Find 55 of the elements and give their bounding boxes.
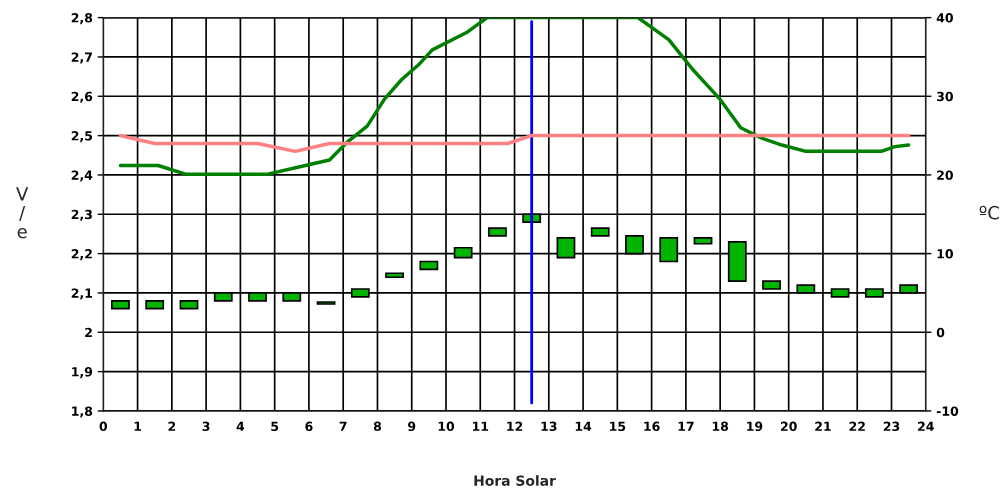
y-tick-label: 2,3 (71, 209, 92, 221)
x-tick-label: 7 (339, 421, 347, 431)
y2-tick-label: 20 (937, 170, 953, 180)
y2-tick-label: -10 (936, 406, 959, 416)
y2-axis-title: ºC (979, 205, 999, 220)
x-tick-label: 5 (271, 421, 279, 432)
x-tick-label: 9 (408, 421, 416, 432)
x-tick-label: 22 (849, 421, 865, 431)
bar (488, 227, 507, 237)
y-tick-label: 2,7 (71, 52, 92, 64)
x-tick-label: 21 (815, 421, 831, 431)
x-tick-label: 16 (644, 421, 660, 432)
x-tick-label: 11 (472, 421, 489, 431)
line-series (118, 17, 911, 176)
y2-tick-label: 40 (936, 13, 953, 23)
y-tick-label: 2,8 (71, 13, 93, 25)
bar (145, 299, 165, 310)
x-tick-label: 18 (712, 421, 729, 432)
x-tick-label: 14 (575, 421, 592, 431)
x-tick-label: 8 (373, 421, 382, 432)
bar (179, 299, 199, 310)
y-tick-label: 2,1 (71, 288, 93, 300)
bar (762, 280, 781, 290)
x-tick-label: 20 (780, 421, 797, 432)
bar (385, 272, 404, 279)
bar (590, 227, 610, 237)
x-tick-label: 3 (202, 421, 210, 432)
y2-tick-label: 10 (937, 249, 953, 259)
x-tick-label: 0 (99, 421, 108, 432)
y-tick-label: 1,9 (72, 367, 93, 379)
y-tick-label: 2,5 (71, 131, 93, 143)
y-axis-title: V/e (16, 187, 29, 239)
x-tick-label: 23 (883, 421, 900, 432)
y2-tick-label: 30 (937, 91, 953, 102)
x-tick-label: 15 (610, 421, 626, 432)
x-tick-label: 4 (236, 421, 245, 431)
y-tick-label: 2,6 (71, 91, 93, 103)
x-tick-label: 19 (747, 421, 763, 432)
y-tick-label: 2 (85, 327, 92, 338)
bar (111, 299, 130, 310)
x-tick-label: 2 (168, 421, 176, 431)
x-tick-label: 10 (438, 421, 455, 432)
y2-tick-label: 0 (936, 327, 945, 338)
y-tick-label: 2,2 (71, 249, 92, 261)
x-tick-label: 24 (918, 421, 934, 431)
bar (419, 260, 439, 271)
y-tick-label: 2,4 (71, 170, 93, 182)
x-tick-label: 17 (678, 421, 694, 431)
x-tick-label: 6 (305, 421, 313, 432)
x-axis-title: Hora Solar (474, 475, 556, 486)
x-tick-label: 1 (134, 421, 142, 431)
y-tick-label: 1,8 (72, 406, 93, 418)
x-tick-label: 12 (507, 421, 523, 431)
x-tick-label: 13 (541, 421, 557, 432)
bar (693, 237, 713, 245)
